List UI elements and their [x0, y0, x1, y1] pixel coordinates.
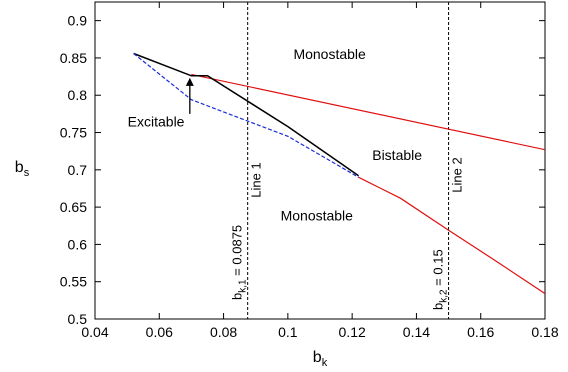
- x-tick-label: 0.14: [403, 324, 430, 340]
- x-tick-label: 0.06: [146, 324, 173, 340]
- x-tick-label: 0.12: [339, 324, 366, 340]
- y-tick-label: 0.65: [60, 199, 87, 215]
- y-tick-label: 0.55: [60, 274, 87, 290]
- x-tick-label: 0.1: [278, 324, 298, 340]
- plot-frame: [94, 1, 546, 320]
- x-tick-label: 0.08: [210, 324, 237, 340]
- series-line: [133, 52, 360, 177]
- vertical-line-label: Line 2: [450, 157, 465, 192]
- x-axis-tick-labels: 0.04 0.06 0.08 0.1 0.12 0.14 0.16 0.18: [81, 324, 558, 340]
- series-lines: [133, 52, 545, 295]
- vertical-line-value-label: bk,2 = 0.15: [431, 249, 450, 310]
- region-label: Bistable: [372, 147, 422, 163]
- y-axis-title: bs: [15, 159, 30, 179]
- y-tick-label: 0.8: [68, 87, 88, 103]
- region-label: Monostable: [293, 46, 366, 62]
- vertical-line-label: Line 1: [249, 162, 264, 197]
- y-tick-label: 0.9: [68, 13, 88, 29]
- series-line: [191, 73, 545, 151]
- series-line: [358, 176, 545, 295]
- region-label: Monostable: [281, 207, 354, 223]
- y-axis-tick-labels: 0.5 0.55 0.6 0.65 0.7 0.75 0.8 0.85 0.9: [60, 13, 87, 327]
- x-axis-title: bk: [313, 349, 328, 369]
- vertical-line-value-label: bk,1 = 0.0875: [230, 225, 249, 300]
- x-tick-label: 0.04: [81, 324, 108, 340]
- x-axis-ticks: [94, 2, 546, 319]
- y-tick-label: 0.75: [60, 125, 87, 141]
- vertical-reference-lines: Line 1 bk,1 = 0.0875 Line 2 bk,2 = 0.15: [230, 2, 465, 319]
- y-tick-label: 0.85: [60, 50, 87, 66]
- y-tick-label: 0.7: [68, 162, 88, 178]
- y-axis-ticks: [95, 20, 545, 320]
- y-tick-label: 0.5: [68, 311, 88, 327]
- x-tick-label: 0.16: [467, 324, 494, 340]
- region-annotations: Monostable Bistable Monostable Excitable: [128, 46, 423, 223]
- x-tick-label: 0.18: [531, 324, 558, 340]
- series-line: [133, 53, 359, 178]
- region-label: Excitable: [128, 113, 185, 129]
- y-tick-label: 0.6: [68, 236, 88, 252]
